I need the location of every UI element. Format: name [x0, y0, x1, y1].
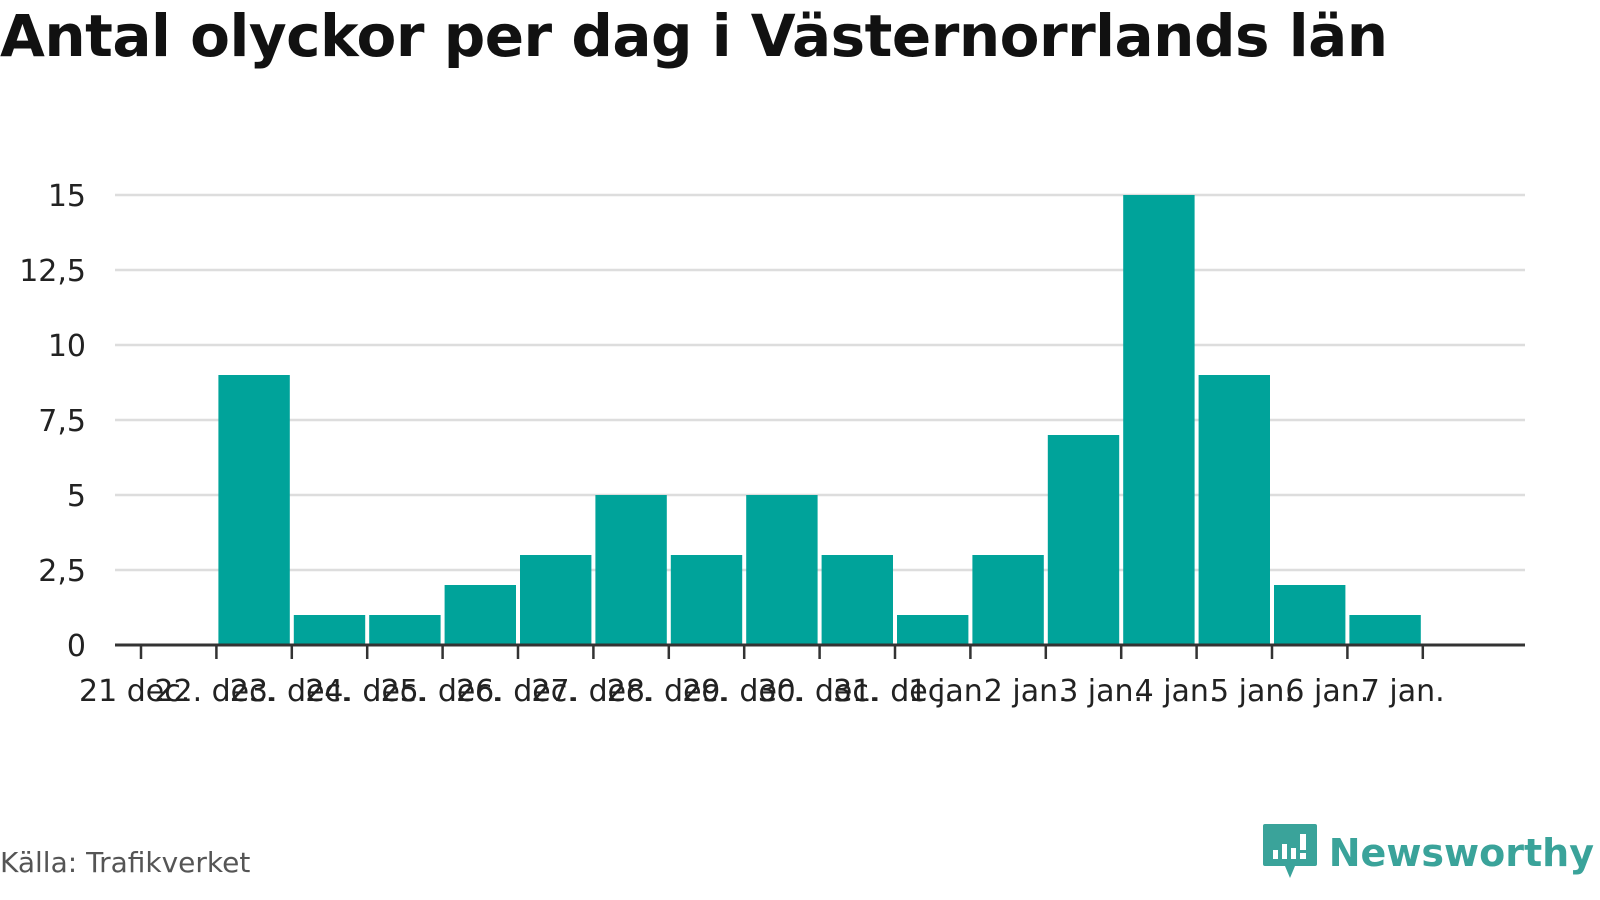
- x-axis: 21 dec.22. dec.23. dec.24. dec.25. dec.2…: [79, 643, 1525, 709]
- y-tick-label: 15: [48, 179, 86, 214]
- x-tick-label: 30. dec.: [758, 674, 879, 709]
- y-tick-label: 5: [67, 479, 86, 514]
- y-tick-label: 0: [67, 629, 86, 664]
- bars: [218, 195, 1421, 645]
- bar: [218, 375, 290, 645]
- x-tick-label: 27. dec.: [531, 674, 652, 709]
- chart-bubble-icon: [1262, 824, 1317, 878]
- bar: [1123, 195, 1195, 645]
- x-tick-label: 25. dec.: [381, 674, 502, 709]
- y-axis-ticks: 0 2,5 5 7,5 10 12,5 15: [19, 179, 86, 664]
- y-tick-label: 2,5: [38, 554, 86, 589]
- x-tick-label: 31. dec.: [833, 674, 954, 709]
- x-tick-label: 3 jan.: [1059, 674, 1143, 709]
- bar: [1349, 615, 1421, 645]
- bar: [972, 555, 1044, 645]
- x-tick-label: 28. dec.: [607, 674, 728, 709]
- chart-title: Antal olyckor per dag i Västernorrlands …: [0, 2, 1388, 70]
- x-tick-label: 22. dec.: [154, 674, 275, 709]
- bar: [520, 555, 592, 645]
- bar: [369, 615, 441, 645]
- x-tick-label: 4 jan.: [1135, 674, 1219, 709]
- brand-logo: Newsworthy: [1261, 822, 1594, 884]
- y-tick-label: 7,5: [38, 404, 86, 439]
- brand-name: Newsworthy: [1328, 831, 1594, 875]
- x-tick-label: 1 jan.: [908, 674, 992, 709]
- bar: [746, 495, 818, 645]
- y-tick-label: 10: [48, 329, 86, 364]
- y-tick-label: 12,5: [19, 254, 86, 289]
- x-tick-label: 29. dec.: [682, 674, 803, 709]
- x-tick-label: 5 jan.: [1210, 674, 1294, 709]
- bar: [1198, 375, 1270, 645]
- x-tick-label: 2 jan.: [984, 674, 1068, 709]
- bar: [897, 615, 969, 645]
- x-tick-label: 6 jan.: [1285, 674, 1369, 709]
- source-note: Källa: Trafikverket: [0, 846, 251, 879]
- bar: [1047, 435, 1120, 645]
- bar: [444, 585, 516, 645]
- x-tick-label: 23. dec.: [230, 674, 351, 709]
- gridlines: [115, 193, 1525, 572]
- bar: [595, 495, 667, 645]
- bar: [821, 555, 893, 645]
- bar: [1274, 585, 1346, 645]
- bar: [670, 555, 743, 645]
- bar: [293, 615, 366, 645]
- x-tick-label: 21 dec.: [79, 674, 190, 709]
- x-tick-label: 26. dec.: [456, 674, 577, 709]
- x-tick-label: 24. dec.: [305, 674, 426, 709]
- x-tick-label: 7 jan.: [1361, 674, 1445, 709]
